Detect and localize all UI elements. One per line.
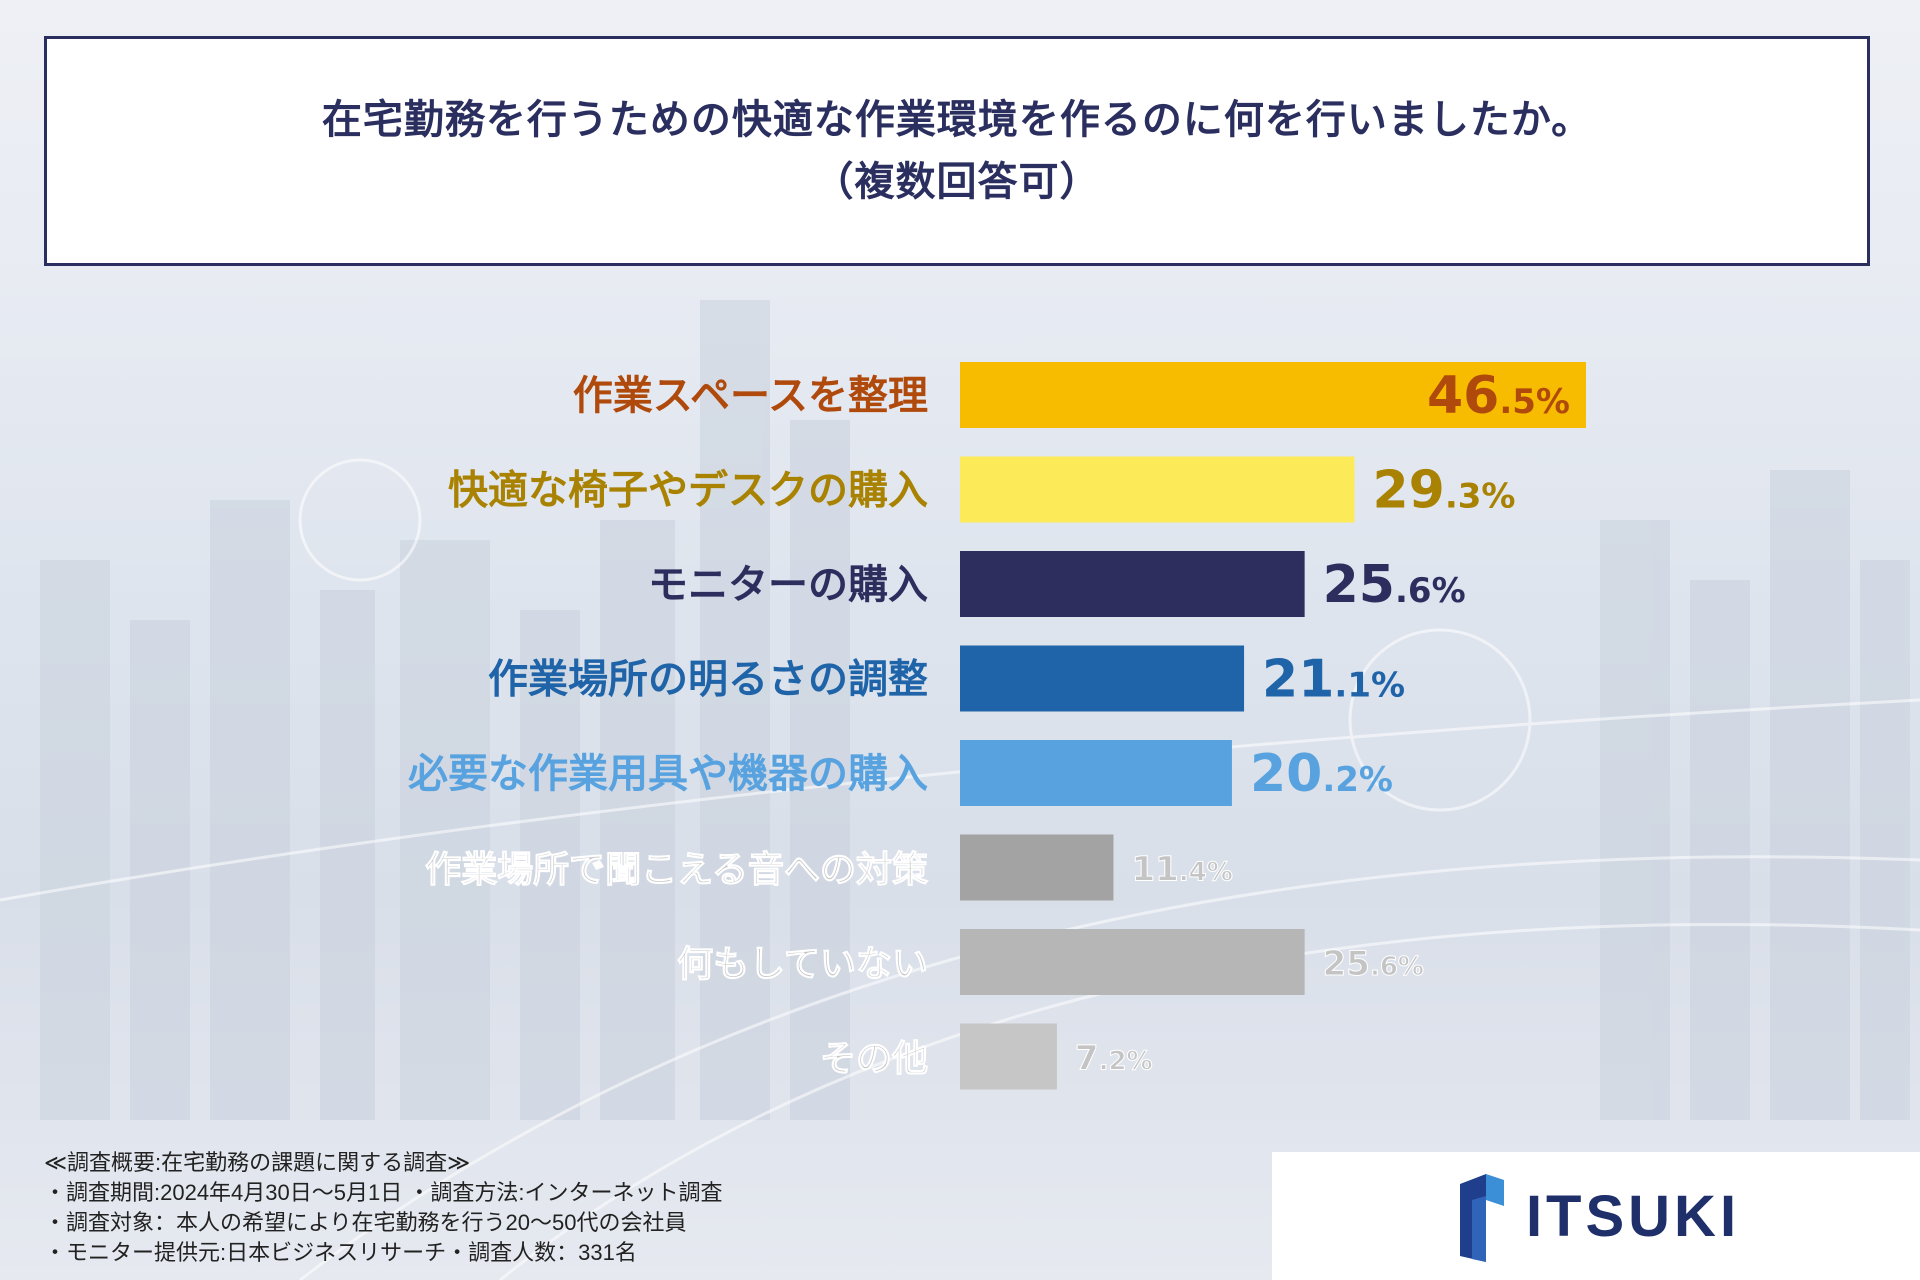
bar bbox=[960, 834, 1114, 901]
category-label: 作業場所で聞こえる音への対策 bbox=[425, 850, 928, 891]
category-label: モニターの購入 bbox=[648, 562, 928, 608]
survey-footnote: ≪調査概要:在宅勤務の課題に関する調査≫ ・調査期間:2024年4月30日～5月… bbox=[44, 1148, 1244, 1268]
bar bbox=[960, 1023, 1057, 1090]
bar bbox=[960, 456, 1355, 523]
bar bbox=[960, 645, 1245, 712]
value-label-decimal: .5% bbox=[1499, 382, 1570, 422]
bar bbox=[960, 551, 1305, 617]
company-logo: ITSUKI bbox=[1272, 1152, 1920, 1280]
value-label-decimal: .3% bbox=[1445, 477, 1516, 517]
value-label-decimal: .6% bbox=[1395, 571, 1466, 611]
value-label: 7.2% bbox=[1075, 1039, 1153, 1079]
chart-title: 在宅勤務を行うための快適な作業環境を作るのに何を行いましたか。 bbox=[321, 97, 1593, 143]
footnote-target: ・調査対象：本人の希望により在宅勤務を行う20～50代の会社員 bbox=[44, 1210, 687, 1235]
category-label: 快適な椅子やデスクの購入 bbox=[448, 468, 928, 514]
bar bbox=[960, 740, 1232, 806]
value-label-integer: 20 bbox=[1250, 744, 1322, 804]
category-label: 作業スペースを整理 bbox=[573, 373, 928, 419]
footnote-provider: ・モニター提供元:日本ビジネスリサーチ・調査人数：331名 bbox=[44, 1240, 637, 1265]
category-label: 何もしていない bbox=[677, 944, 928, 985]
footnote-period: ・調査期間:2024年4月30日～5月1日 ・調査方法:インターネット調査 bbox=[44, 1180, 723, 1205]
value-label: 46.5% bbox=[1427, 366, 1570, 426]
value-label-decimal: .2% bbox=[1322, 760, 1393, 800]
value-label: 20.2% bbox=[1250, 744, 1393, 804]
title-box: 在宅勤務を行うための快適な作業環境を作るのに何を行いましたか。 （複数回答可） bbox=[44, 36, 1870, 266]
value-label-decimal: .2% bbox=[1099, 1047, 1153, 1077]
bar bbox=[960, 929, 1305, 995]
category-label: 作業場所の明るさの調整 bbox=[488, 657, 928, 703]
value-label-integer: 25 bbox=[1323, 555, 1395, 615]
value-label: 25.6% bbox=[1323, 555, 1466, 615]
value-label: 21.1% bbox=[1262, 650, 1405, 710]
value-label-integer: 29 bbox=[1372, 461, 1444, 521]
chart-subtitle: （複数回答可） bbox=[813, 159, 1101, 205]
value-label-integer: 25 bbox=[1323, 944, 1370, 984]
value-label-decimal: .6% bbox=[1370, 952, 1424, 982]
value-label-integer: 46 bbox=[1427, 366, 1499, 426]
category-label: その他 bbox=[820, 1039, 928, 1080]
category-label: 必要な作業用具や機器の購入 bbox=[408, 751, 928, 797]
value-label: 25.6% bbox=[1323, 944, 1424, 984]
value-label-decimal: .1% bbox=[1334, 666, 1405, 706]
value-label-integer: 7 bbox=[1075, 1039, 1099, 1079]
value-label: 11.4% bbox=[1131, 850, 1232, 890]
value-label-decimal: .4% bbox=[1179, 858, 1233, 888]
logo-text: ITSUKI bbox=[1525, 1183, 1741, 1249]
value-label-integer: 21 bbox=[1262, 650, 1334, 710]
itsuki-logo-mark-icon bbox=[1459, 1174, 1504, 1262]
value-label: 29.3% bbox=[1372, 461, 1515, 521]
footnote-heading: ≪調査概要:在宅勤務の課題に関する調査≫ bbox=[44, 1150, 471, 1175]
bar bbox=[960, 362, 1586, 428]
value-label-integer: 11 bbox=[1131, 850, 1178, 890]
